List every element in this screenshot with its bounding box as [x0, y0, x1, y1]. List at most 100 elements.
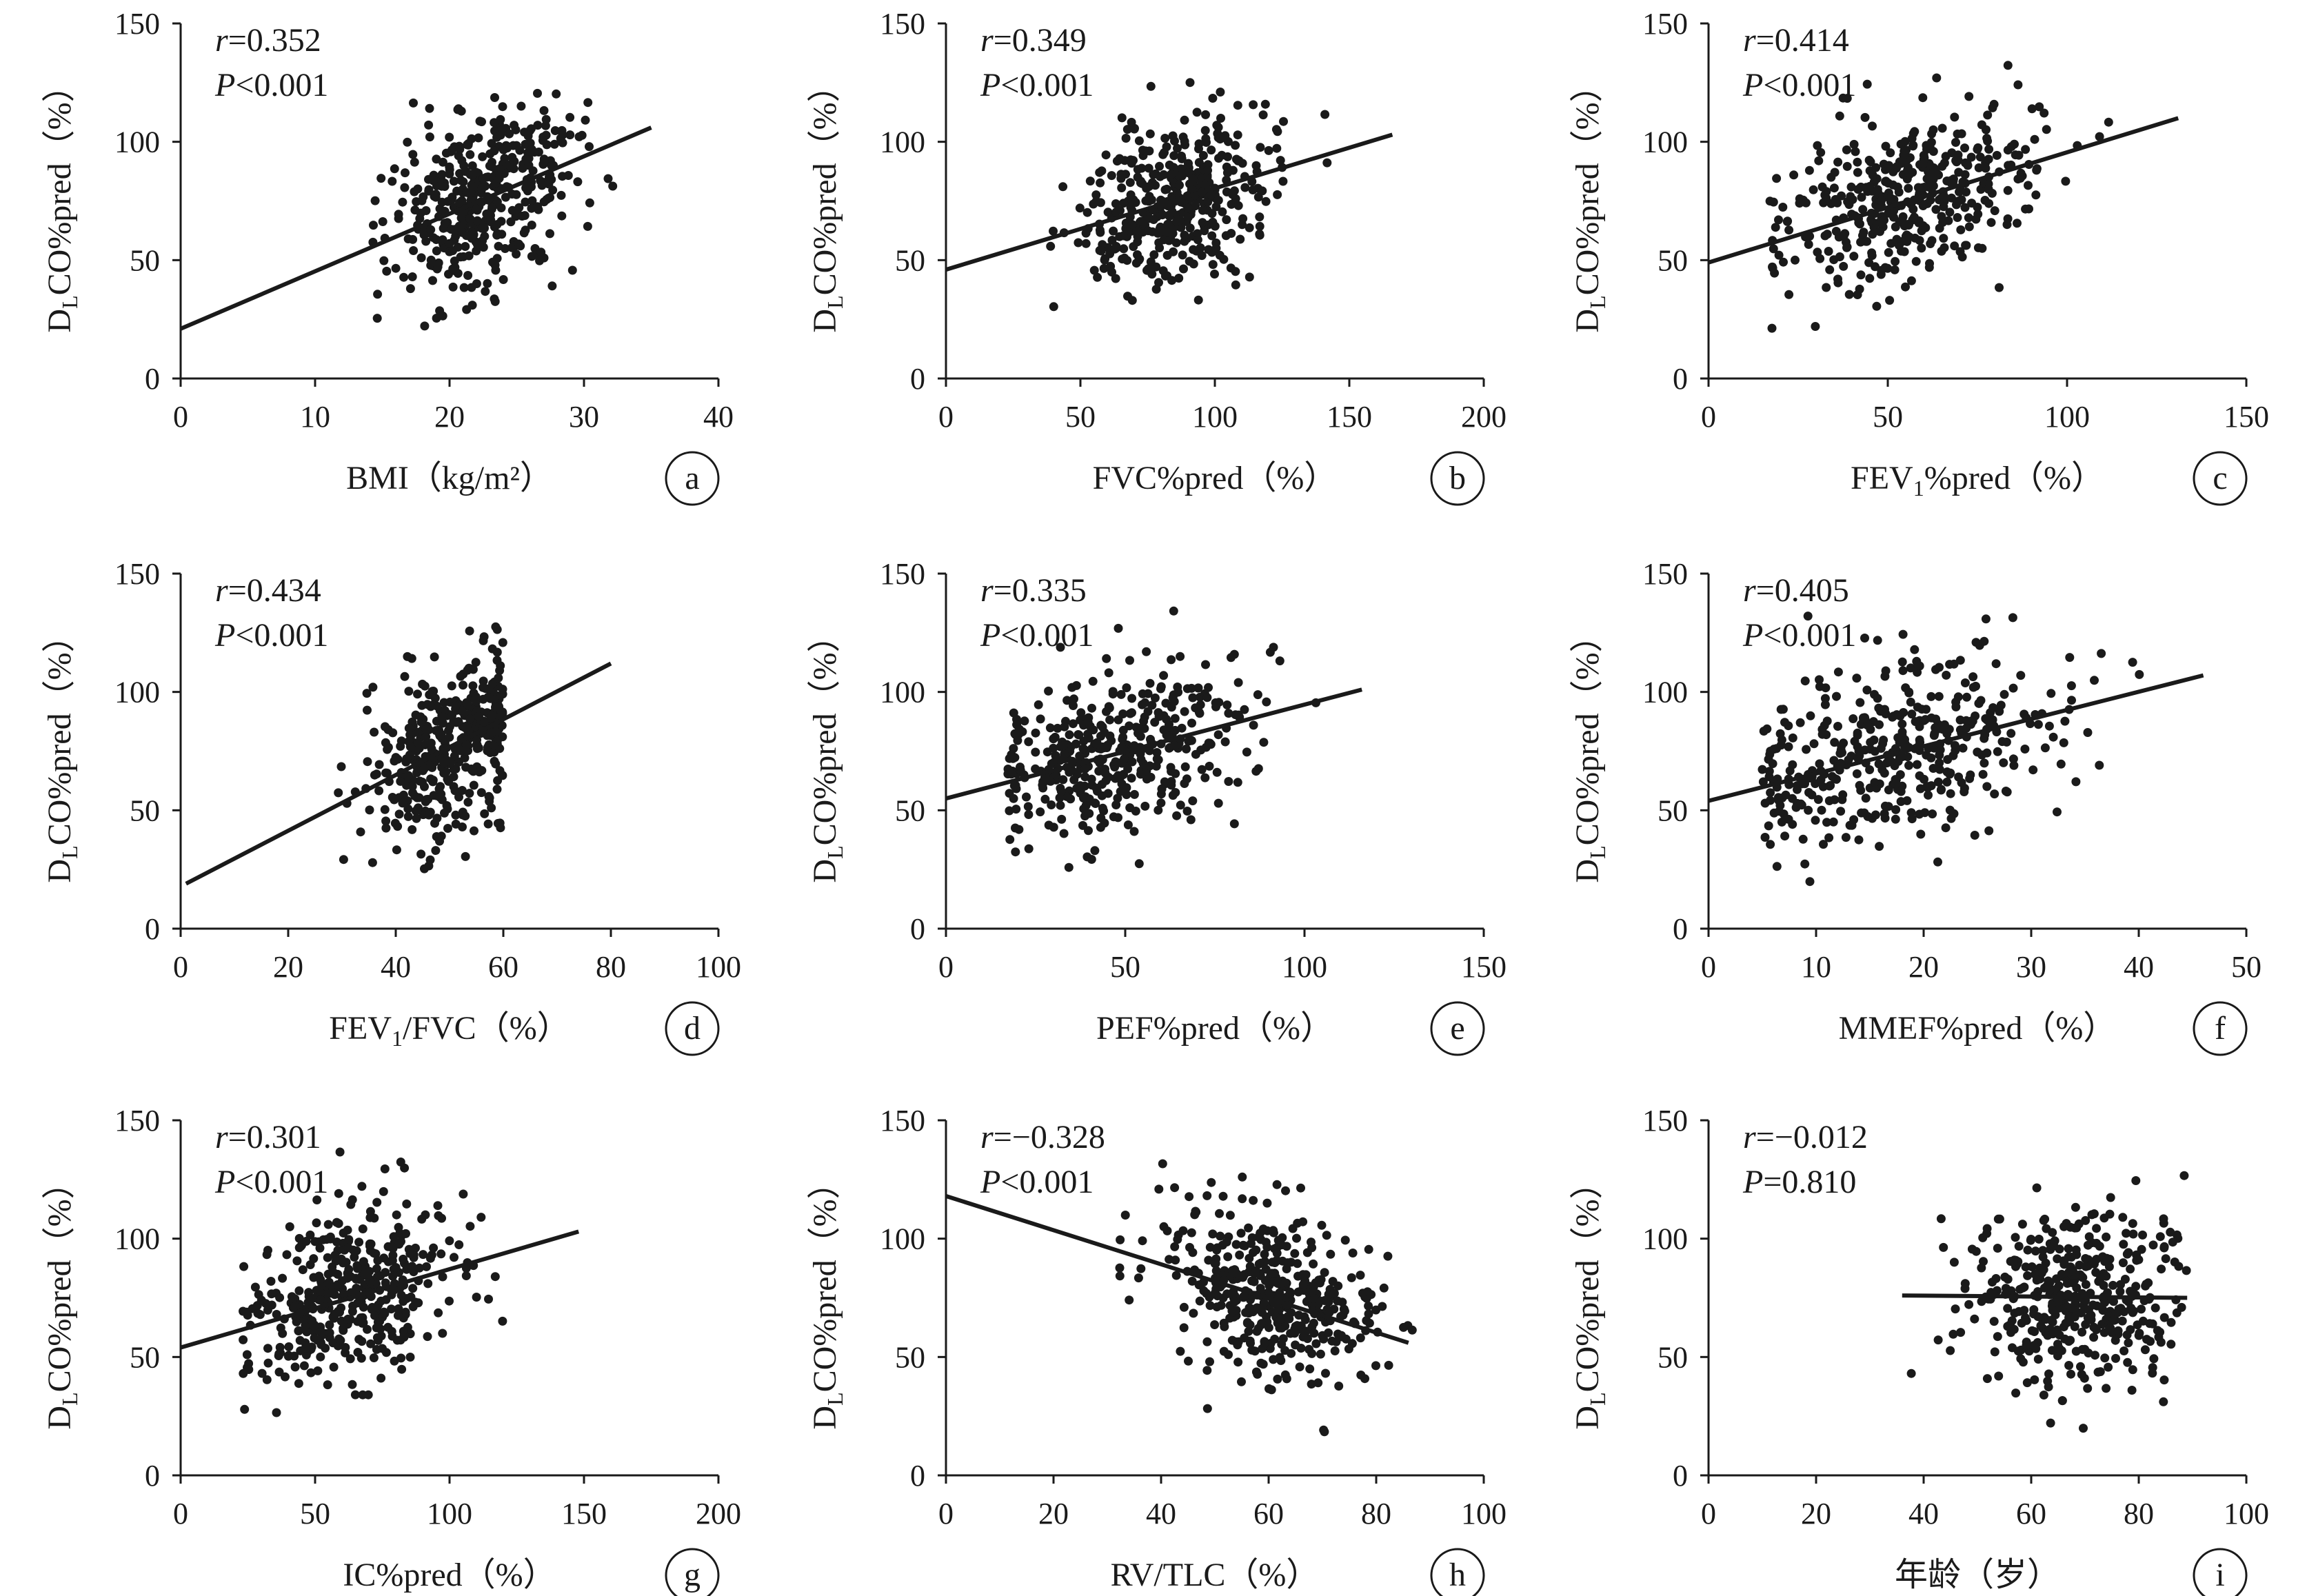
scatter-point [407, 782, 417, 791]
scatter-point [370, 727, 379, 737]
scatter-point [402, 754, 412, 763]
scatter-point [478, 676, 488, 686]
scatter-point [2148, 1363, 2157, 1373]
scatter-point [1954, 168, 1964, 177]
y-tick-label: 0 [910, 1459, 925, 1493]
scatter-point [1950, 740, 1960, 750]
scatter-point [1273, 1374, 1282, 1384]
scatter-point [1925, 173, 1935, 183]
scatter-point [1256, 1320, 1266, 1330]
scatter-point [1169, 606, 1178, 616]
scatter-point [1185, 1192, 1194, 1202]
scatter-point [1968, 683, 1978, 692]
scatter-point [401, 168, 410, 178]
x-axis-label-sub: 1 [1913, 476, 1924, 501]
scatter-point [1132, 226, 1142, 236]
scatter-point [1125, 656, 1134, 665]
scatter-point [1804, 240, 1813, 249]
scatter-point [1240, 705, 1249, 714]
scatter-point [2013, 80, 2023, 90]
scatter-points [1757, 612, 2144, 887]
scatter-point [1103, 740, 1112, 750]
x-tick-label: 100 [2224, 1497, 2269, 1531]
scatter-point [1970, 831, 1979, 840]
scatter-point [1205, 761, 1214, 771]
scatter-point [2002, 787, 2012, 797]
scatter-point [478, 174, 488, 183]
scatter-point [299, 1315, 309, 1325]
scatter-point [1855, 698, 1865, 707]
scatter-point [1196, 243, 1205, 252]
scatter-point [482, 209, 492, 219]
scatter-point [2159, 1242, 2169, 1251]
scatter-point [1329, 1289, 1339, 1298]
scatter-point [1839, 261, 1848, 271]
scatter-point [446, 758, 455, 767]
scatter-point [363, 1324, 372, 1334]
scatter-point [1156, 172, 1165, 181]
scatter-point [1977, 750, 1986, 760]
x-axis-label: RV/TLC（%） [1111, 1557, 1320, 1593]
scatter-point [1175, 181, 1184, 190]
scatter-point [2021, 204, 2031, 214]
scatter-point [278, 1273, 288, 1283]
regression-line [945, 687, 1362, 801]
scatter-point [2081, 1280, 2091, 1289]
scatter-point [467, 181, 476, 190]
scatter-point [1935, 758, 1944, 768]
x-tick-label: 20 [273, 950, 303, 984]
scatter-point [1139, 716, 1149, 726]
scatter-point [1280, 1370, 1290, 1380]
scatter-point [2108, 1280, 2118, 1290]
scatter-point [1817, 729, 1827, 739]
scatter-point [1883, 263, 1893, 273]
scatter-point [2072, 1283, 2082, 1293]
scatter-point [341, 1348, 350, 1357]
scatter-point [1046, 241, 1056, 251]
p-symbol: P [1742, 617, 1763, 654]
scatter-point [1089, 265, 1099, 275]
scatter-point [310, 1333, 319, 1343]
scatter-point [1136, 769, 1145, 779]
scatter-point [1154, 755, 1163, 765]
scatter-point [1258, 110, 1268, 120]
scatter-point [463, 140, 473, 150]
scatter-point [1784, 742, 1793, 751]
scatter-point [1211, 1284, 1221, 1294]
scatter-point [1824, 247, 1833, 256]
scatter-point [294, 1326, 303, 1335]
scatter-point [425, 690, 434, 700]
scatter-point [419, 230, 429, 239]
scatter-point [1874, 759, 1884, 769]
scatter-point [1145, 146, 1154, 156]
scatter-point [326, 1289, 336, 1298]
scatter-point [2011, 1233, 2020, 1242]
scatter-point [347, 1380, 357, 1389]
panel-letter: g [684, 1557, 701, 1593]
scatter-point [2122, 1330, 2132, 1340]
scatter-point [1801, 198, 1811, 208]
scatter-point [2100, 1353, 2110, 1363]
scatter-point [1795, 199, 1804, 208]
scatter-point [2118, 1258, 2128, 1268]
scatter-point [276, 1348, 285, 1357]
scatter-point [1098, 803, 1107, 813]
scatter-point [1902, 796, 1912, 805]
panel-letter: h [1449, 1557, 1466, 1593]
scatter-point [498, 685, 507, 694]
scatter-point [512, 250, 521, 259]
scatter-point [350, 1253, 359, 1262]
scatter-point [2062, 1279, 2072, 1288]
scatter-point [1829, 183, 1839, 193]
scatter-point [365, 805, 374, 815]
scatter-point [396, 1291, 406, 1300]
scatter-point [2034, 1234, 2044, 1244]
scatter-point [281, 1372, 290, 1382]
scatter-point [1939, 192, 1948, 202]
scatter-point [341, 1257, 351, 1267]
scatter-point [2166, 1317, 2176, 1327]
scatter-point [310, 1237, 320, 1246]
scatter-point [417, 1214, 427, 1224]
regression-line [945, 1194, 1409, 1345]
scatter-point [1899, 150, 1908, 160]
